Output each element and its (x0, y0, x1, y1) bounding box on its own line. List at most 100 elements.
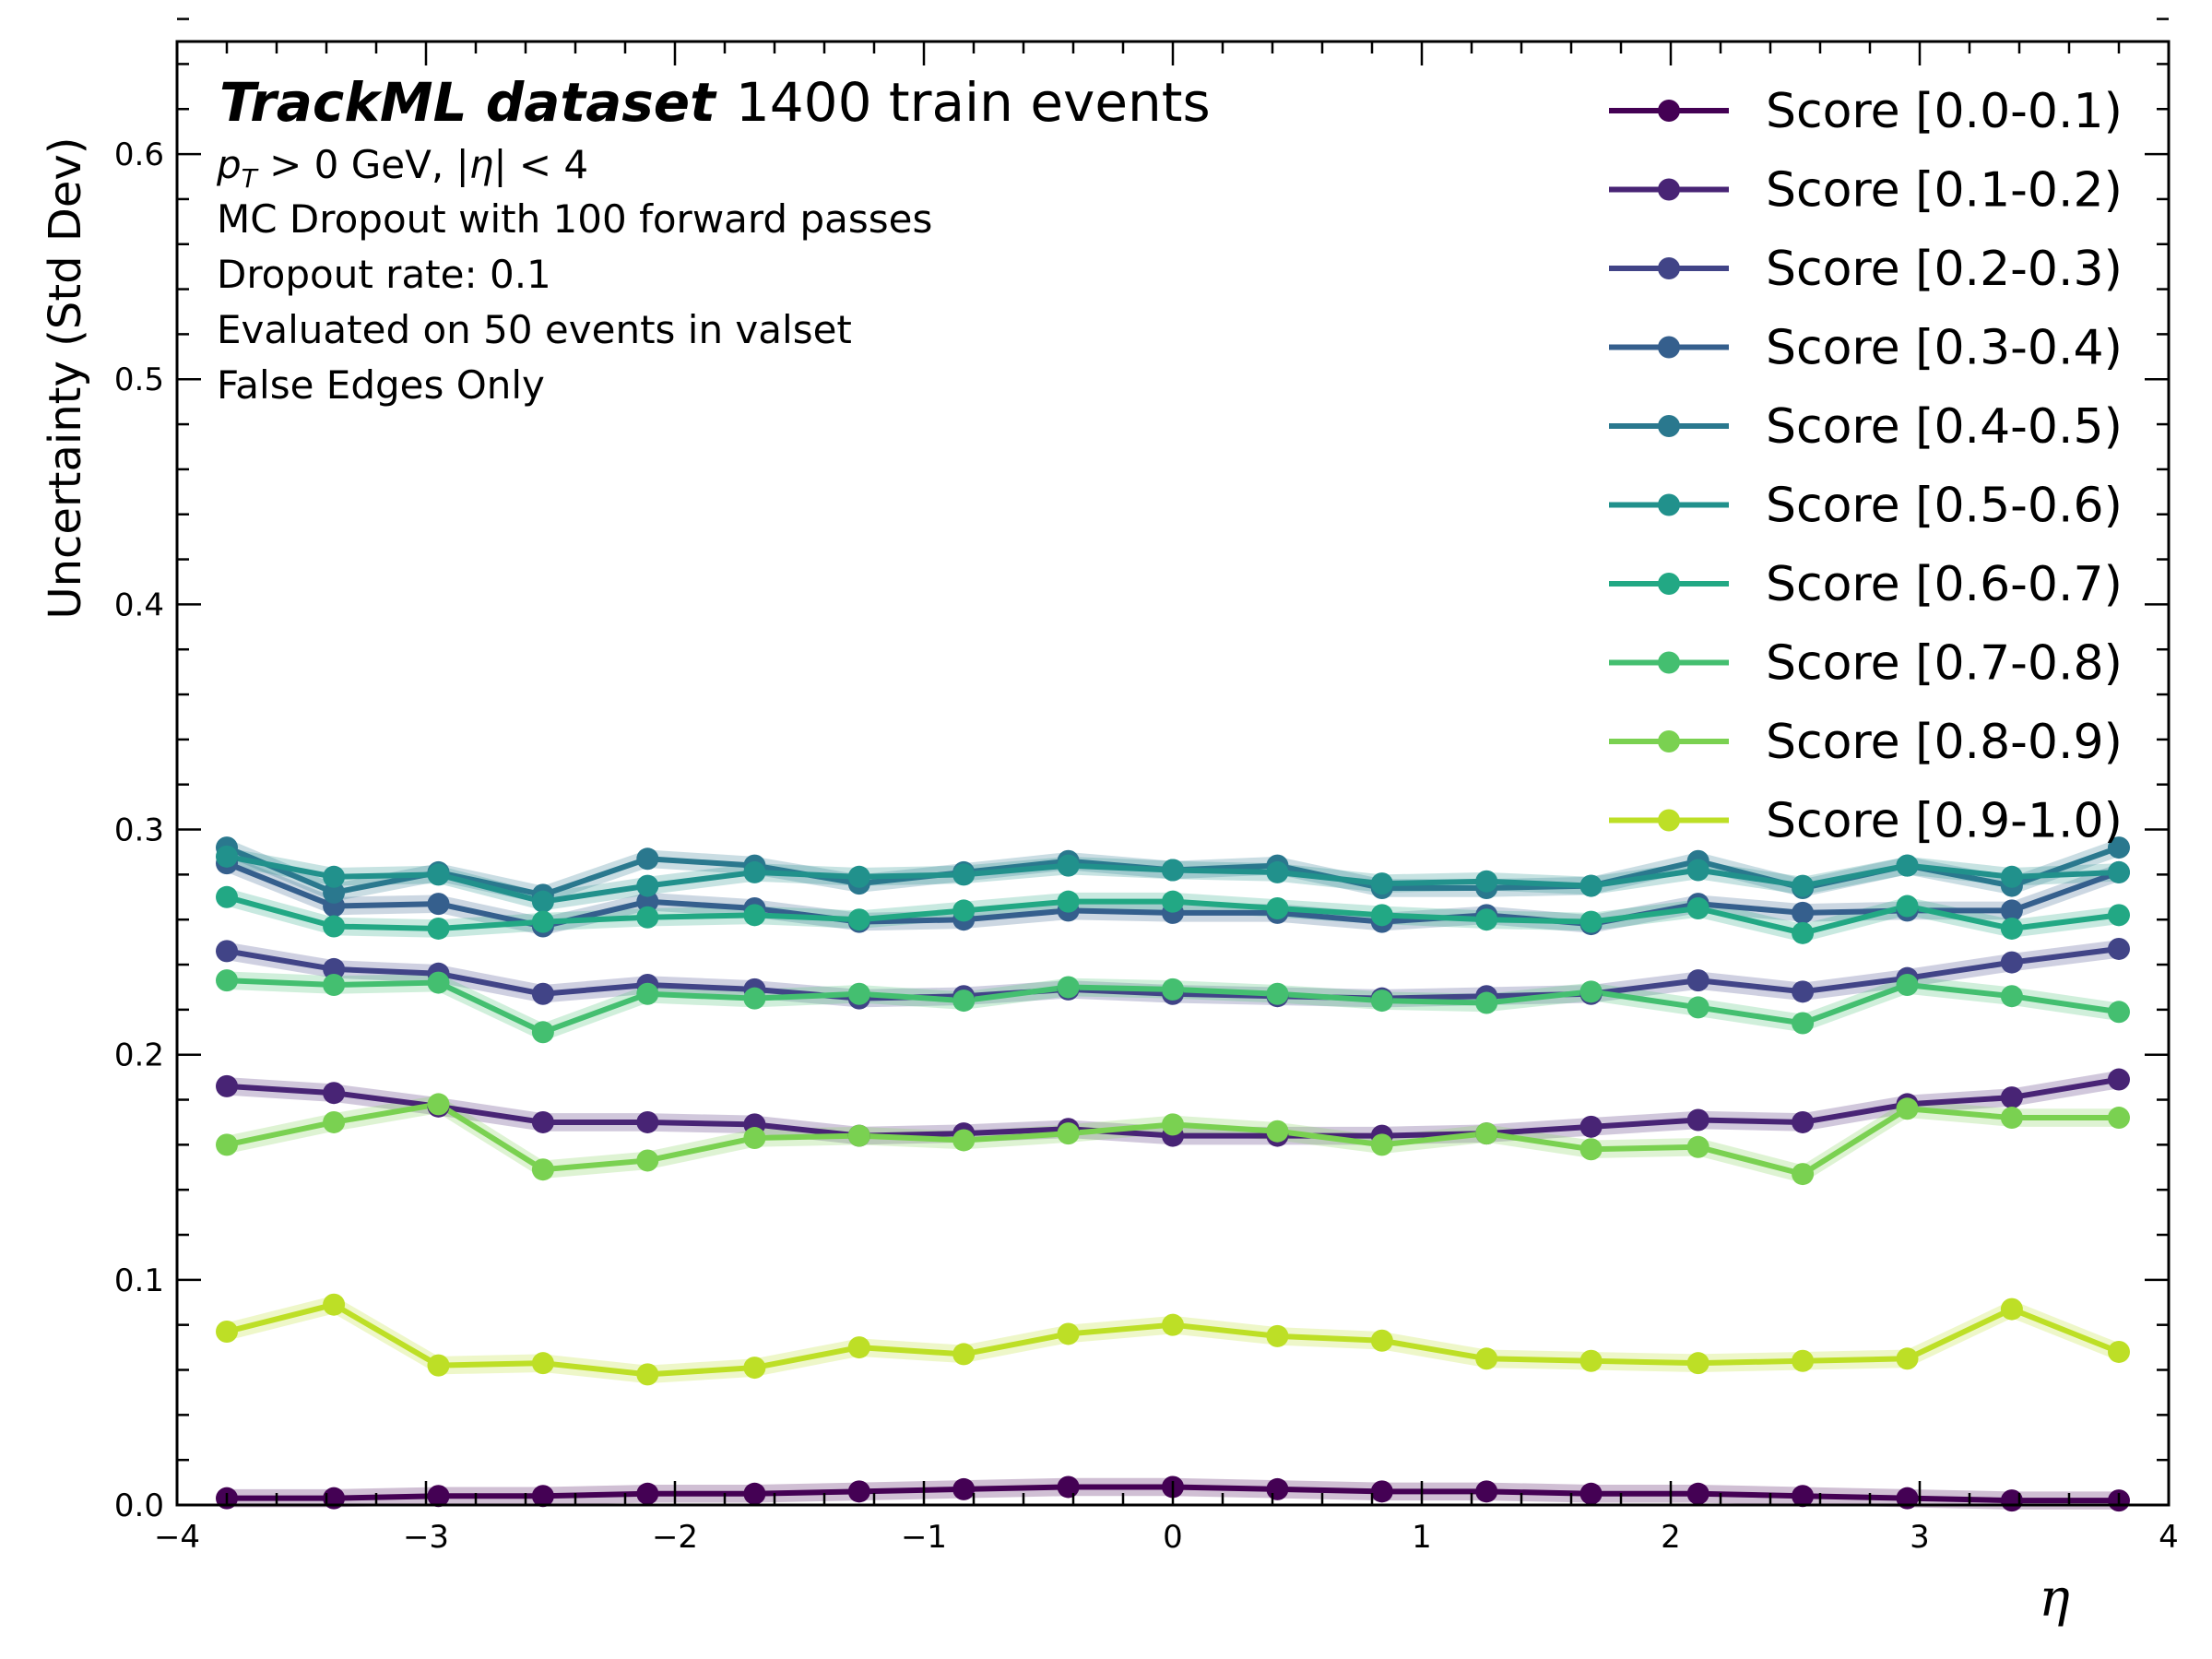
data-point (2000, 917, 2023, 940)
legend-label: Score [0.7-0.8) (1766, 636, 2123, 692)
data-point (743, 1127, 766, 1150)
data-point (427, 1093, 450, 1116)
data-point (323, 974, 346, 997)
data-point (427, 1485, 450, 1508)
data-point (743, 1357, 766, 1380)
data-point (1370, 1133, 1393, 1156)
data-point (1792, 1110, 1815, 1133)
data-point (1686, 1135, 1709, 1158)
data-point (636, 1363, 659, 1386)
legend-marker (1658, 178, 1680, 201)
data-point (1896, 1347, 1919, 1370)
data-point (636, 1482, 659, 1505)
data-point (1475, 1347, 1498, 1370)
x-axis-label: η (2039, 1569, 2070, 1629)
data-point (2108, 1001, 2130, 1024)
series-band (227, 1295, 2119, 1384)
data-point (1686, 859, 1709, 882)
data-point (1686, 969, 1709, 992)
data-point (1162, 890, 1184, 913)
annotation-mc-dropout: MC Dropout with 100 forward passes (217, 196, 932, 242)
data-point (531, 982, 554, 1005)
data-point (1266, 1324, 1289, 1347)
data-point (2108, 1340, 2130, 1363)
data-point (636, 890, 659, 913)
data-point (323, 1110, 346, 1133)
legend-label: Score [0.8-0.9) (1766, 715, 2123, 770)
legend-marker (1658, 809, 1680, 832)
data-point (1266, 860, 1289, 883)
legend-label: Score [0.3-0.4) (1766, 321, 2123, 376)
data-point (323, 1082, 346, 1105)
data-point (847, 1124, 870, 1147)
data-point (1792, 1012, 1815, 1035)
annotation-cuts-text-end: | < 4 (493, 142, 588, 187)
chart-subtitle: 1400 train events (736, 71, 1211, 134)
data-point (1370, 904, 1393, 927)
y-tick-label: 0.1 (114, 1262, 164, 1299)
data-point (2000, 899, 2023, 922)
legend-label: Score [0.6-0.7) (1766, 557, 2123, 612)
data-point (847, 982, 870, 1005)
annotation-eval-events: Evaluated on 50 events in valset (217, 307, 852, 352)
data-point (952, 863, 976, 886)
data-point (1579, 980, 1603, 1003)
data-point (323, 915, 346, 938)
series-lines (225, 845, 2121, 1504)
legend-label: Score [0.9-1.0) (1766, 794, 2123, 849)
legend-marker (1658, 730, 1680, 752)
data-point (216, 940, 238, 963)
data-point (1792, 980, 1815, 1003)
data-point (427, 971, 450, 994)
data-point (216, 1133, 238, 1156)
data-point (1370, 1329, 1393, 1352)
y-axis-label: Uncertainty (Std Dev) (40, 136, 91, 619)
chart-title: TrackML dataset (219, 71, 717, 134)
annotation-cuts-text: > 0 GeV, | (257, 142, 469, 187)
data-point (531, 910, 554, 933)
data-point (1896, 974, 1919, 997)
data-point (1475, 870, 1498, 893)
data-point (1475, 1480, 1498, 1503)
data-point (1579, 1482, 1603, 1505)
series-band (227, 1070, 2119, 1145)
data-point (1057, 976, 1080, 999)
x-tick-label: −3 (403, 1519, 449, 1556)
data-point (1370, 1480, 1393, 1503)
y-tick-label: 0.5 (114, 361, 164, 398)
chart-title-line: TrackML dataset 1400 train events (219, 71, 1211, 134)
data-point (427, 893, 450, 916)
x-tick-label: −1 (901, 1519, 947, 1556)
data-point (2108, 1107, 2130, 1130)
data-point (2000, 1086, 2023, 1109)
data-point (1686, 996, 1709, 1019)
data-point (847, 1336, 870, 1359)
data-point (2000, 951, 2023, 974)
data-point (1579, 1115, 1603, 1138)
data-point (1792, 921, 1815, 944)
data-point (427, 1354, 450, 1377)
data-point (1579, 874, 1603, 897)
data-point (1579, 910, 1603, 933)
y-tick-label: 0.4 (114, 587, 164, 623)
data-point (531, 1352, 554, 1375)
annotation-cuts: pT > 0 GeV, |η| < 4 (216, 142, 588, 194)
legend-label: Score [0.5-0.6) (1766, 479, 2123, 534)
x-tick-label: −4 (154, 1519, 200, 1556)
data-point (216, 845, 238, 868)
data-point (743, 904, 766, 927)
data-point (1266, 896, 1289, 919)
data-point (847, 1480, 870, 1503)
data-point (1896, 895, 1919, 918)
legend-marker (1658, 415, 1680, 437)
annotation-dropout-rate: Dropout rate: 0.1 (217, 252, 551, 297)
data-point (636, 1110, 659, 1133)
data-point (636, 847, 659, 871)
y-tick-label: 0.3 (114, 812, 164, 849)
axis-ticks (175, 18, 2171, 1507)
legend-label: Score [0.0-0.1) (1766, 84, 2123, 139)
data-point (2000, 985, 2023, 1008)
data-point (216, 1074, 238, 1097)
data-point (1792, 901, 1815, 924)
x-tick-label: 2 (1661, 1519, 1681, 1556)
